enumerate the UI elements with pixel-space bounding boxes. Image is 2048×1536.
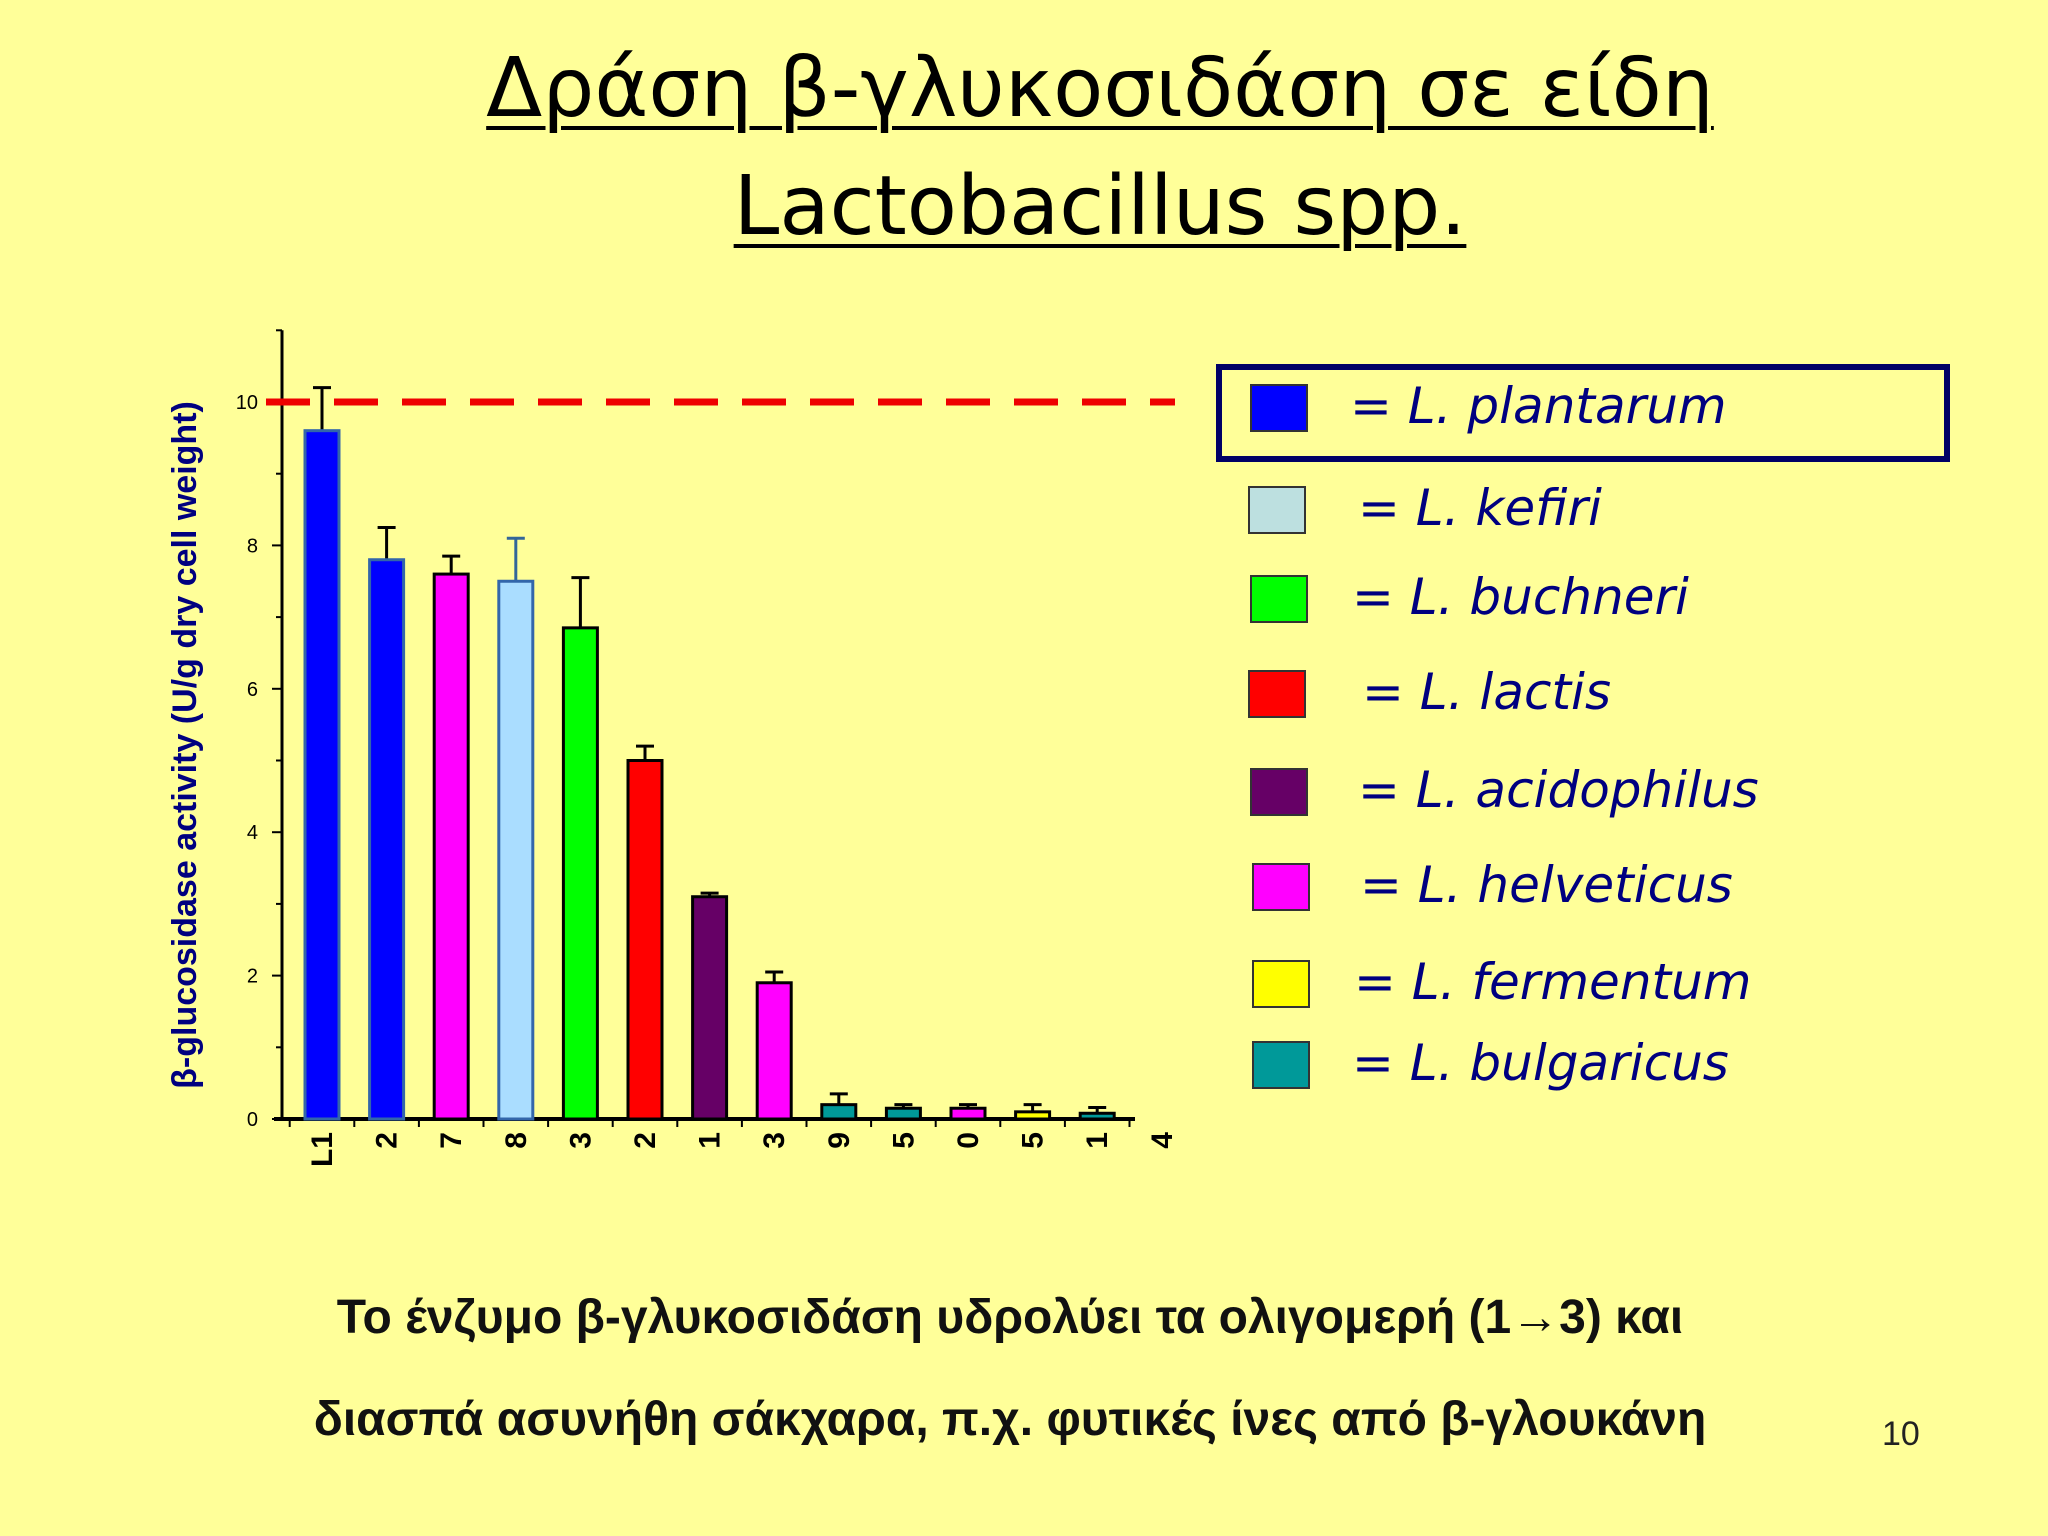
x-tick-label: 5 bbox=[887, 1132, 920, 1149]
legend-label-kefiri: = L. kefiri bbox=[1358, 479, 1602, 537]
bar bbox=[820, 1103, 858, 1121]
bar bbox=[755, 981, 793, 1121]
title-line-2: Lactobacillus spp. bbox=[733, 159, 1467, 254]
page-number: 10 bbox=[1882, 1415, 1920, 1453]
legend-label-bulgaricus: = L. bulgaricus bbox=[1352, 1034, 1729, 1092]
legend-label-fermentum: = L. fermentum bbox=[1354, 953, 1752, 1011]
legend-label-acidophilus: = L. acidophilus bbox=[1358, 761, 1759, 819]
bar bbox=[497, 579, 535, 1121]
y-tick-label: 8 bbox=[247, 535, 258, 557]
bar bbox=[691, 895, 729, 1121]
x-tick-label: 1 bbox=[694, 1132, 727, 1149]
legend-label-lactis: = L. lactis bbox=[1362, 663, 1611, 721]
x-tick-label: 9 bbox=[823, 1132, 856, 1149]
legend-swatch-lactis bbox=[1248, 670, 1306, 718]
legend-swatch-helveticus bbox=[1252, 863, 1310, 911]
x-tick-label: 8 bbox=[500, 1132, 533, 1149]
legend-swatch-bulgaricus bbox=[1252, 1041, 1310, 1089]
x-tick-label: 1 bbox=[1081, 1132, 1114, 1149]
caption-line-1: Το ένζυμο β-γλυκοσιδάση υδρολύει τα ολιγ… bbox=[336, 1291, 1684, 1344]
legend-swatch-acidophilus bbox=[1250, 768, 1308, 816]
bar bbox=[1078, 1111, 1116, 1121]
title-line-1: Δράση β-γλυκοσιδάση σε είδη bbox=[486, 41, 1714, 136]
legend-label-plantarum: = L. plantarum bbox=[1350, 377, 1727, 435]
y-tick-label: 2 bbox=[247, 966, 258, 988]
bar bbox=[303, 429, 341, 1121]
bar bbox=[1014, 1110, 1052, 1121]
y-axis-label: β-glucosidase activity (U/g dry cell wei… bbox=[166, 401, 204, 1089]
y-tick-label: 6 bbox=[247, 679, 258, 701]
y-tick-label: 4 bbox=[247, 822, 258, 844]
x-tick-label: 0 bbox=[952, 1132, 985, 1149]
x-tick-label: 3 bbox=[758, 1132, 791, 1149]
x-tick-label: 3 bbox=[564, 1132, 597, 1149]
bar bbox=[432, 572, 470, 1121]
caption-line-2: διασπά ασυνήθη σάκχαρα, π.χ. φυτικές ίνε… bbox=[313, 1393, 1707, 1446]
y-tick-label: 10 bbox=[236, 392, 258, 414]
x-tick-label: L1 bbox=[306, 1132, 339, 1167]
x-tick-label: 5 bbox=[1017, 1132, 1050, 1149]
legend-label-helveticus: = L. helveticus bbox=[1360, 856, 1733, 914]
legend-swatch-buchneri bbox=[1250, 575, 1308, 623]
x-tick-label: 4 bbox=[1146, 1132, 1179, 1149]
bar bbox=[561, 626, 599, 1121]
bar bbox=[949, 1106, 987, 1121]
legend-swatch-plantarum bbox=[1250, 384, 1308, 432]
slide-title: Δράση β-γλυκοσιδάση σε είδη Lactobacillu… bbox=[300, 30, 1900, 266]
legend-highlight-box bbox=[1216, 364, 1950, 462]
bar bbox=[626, 759, 664, 1121]
bar bbox=[368, 558, 406, 1121]
y-tick-label: 0 bbox=[247, 1109, 258, 1131]
legend-swatch-kefiri bbox=[1248, 486, 1306, 534]
x-tick-label: 2 bbox=[371, 1132, 404, 1149]
legend-swatch-fermentum bbox=[1252, 960, 1310, 1008]
bar bbox=[884, 1106, 922, 1121]
legend-label-buchneri: = L. buchneri bbox=[1352, 568, 1689, 626]
x-tick-label: 7 bbox=[435, 1132, 468, 1149]
x-tick-label: 2 bbox=[629, 1132, 662, 1149]
